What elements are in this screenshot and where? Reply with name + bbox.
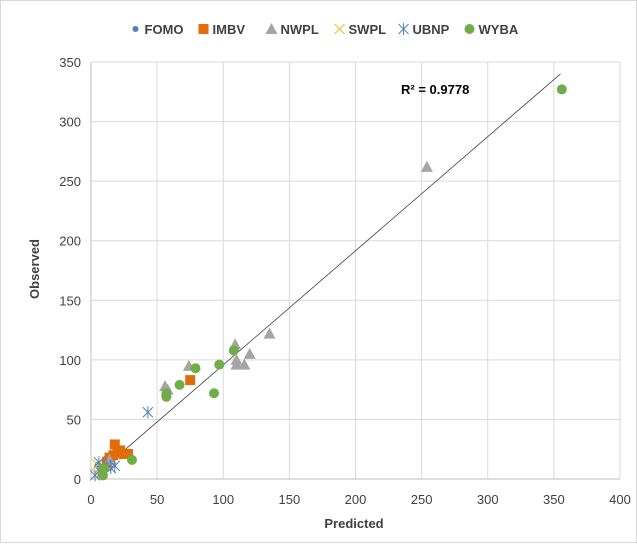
r-squared-annotation: R² = 0.9778 [401,82,469,97]
x-tick-label: 150 [279,492,301,507]
legend-marker [334,23,345,35]
x-tick-label: 400 [609,492,631,507]
data-point [185,375,196,386]
data-point [214,359,225,370]
legend: FOMO IMBV NWPL SWPL UBNP WYBA [132,22,519,37]
legend-item-nwpl: NWPL [265,22,319,37]
legend-label: IMBV [213,22,246,37]
series-nwpl [94,160,433,475]
data-point [89,469,101,482]
series-wyba [97,84,567,481]
trendline-linear [90,73,561,480]
x-tick-label: 0 [87,492,94,507]
x-tick-label: 250 [411,492,433,507]
y-tick-label: 250 [59,174,81,189]
gridlines [91,61,621,479]
legend-marker [398,23,409,35]
data-point [556,84,567,95]
data-point [142,406,154,419]
data-point [228,345,239,356]
y-tick-label: 300 [59,115,81,130]
data-point [420,160,433,172]
data-point [174,379,185,390]
x-tick-label: 100 [212,492,234,507]
legend-marker [464,24,475,34]
data-point [109,439,120,450]
legend-item-ubnp: UBNP [398,22,450,37]
data-point [230,358,243,370]
legend-label: FOMO [145,22,184,37]
data-point [243,347,256,359]
y-tick-label: 100 [59,353,81,368]
legend-item-wyba: WYBA [464,22,519,37]
x-axis-label: Predicted [324,516,383,531]
data-point [126,454,137,465]
data-point [238,358,251,370]
legend-label: NWPL [281,22,319,37]
y-tick-label: 50 [67,412,81,427]
data-point [263,327,276,339]
data-point [99,463,110,474]
legend-marker [132,26,139,32]
y-tick-label: 350 [59,55,81,70]
data-point [208,388,219,399]
data-point [190,363,201,374]
legend-label: SWPL [349,22,387,37]
y-tick-label: 0 [74,472,81,487]
data-points [89,84,567,482]
legend-item-swpl: SWPL [334,22,387,37]
legend-marker [265,23,278,34]
legend-label: UBNP [413,22,450,37]
trendline [90,73,561,480]
x-tick-label: 350 [543,492,565,507]
y-tick-label: 200 [59,234,81,249]
data-point [161,391,172,402]
legend-item-imbv: IMBV [198,22,246,37]
x-tick-label: 50 [150,492,164,507]
axes: 0 50 100 150 200 250 300 350 0 50 100 150 200 250 300 3… [59,55,631,507]
y-tick-label: 150 [59,293,81,308]
x-tick-label: 200 [345,492,367,507]
legend-label: WYBA [479,22,519,37]
x-tick-label: 300 [477,492,499,507]
legend-item-fomo: FOMO [132,22,184,37]
data-point [123,448,134,459]
legend-marker [198,24,209,34]
y-axis-label: Observed [27,239,42,299]
